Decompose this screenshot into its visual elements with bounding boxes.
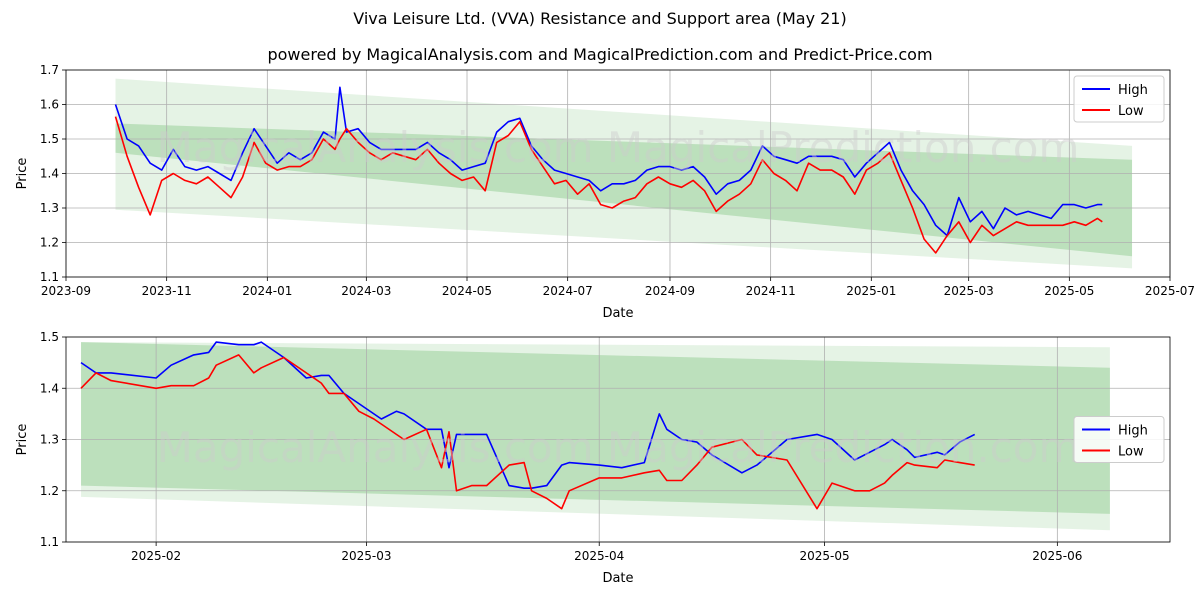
y-tick-label: 1.5	[40, 132, 59, 146]
x-tick-label: 2024-05	[442, 284, 492, 298]
series-high-line	[114, 86, 1103, 237]
legend-label-low: Low	[1118, 104, 1144, 119]
y-tick-label: 1.2	[40, 236, 59, 250]
chart-subtitle: powered by MagicalAnalysis.com and Magic…	[267, 45, 933, 64]
y-tick-label: 1.7	[40, 63, 59, 77]
band-1	[81, 342, 1110, 531]
watermark: MagicalAnalysis.com MagicalPrediction.co…	[157, 123, 1080, 172]
x-tick-label: 2025-07	[1145, 284, 1195, 298]
plot-frame	[65, 69, 1171, 278]
legend: High Low	[1073, 75, 1165, 123]
x-axis-label: Date	[602, 571, 633, 586]
x-tick-label: 2024-07	[543, 284, 593, 298]
x-tick-label: 2024-09	[645, 284, 695, 298]
x-tick-label: 2025-02	[131, 549, 181, 563]
y-tick-label: 1.5	[40, 330, 59, 344]
x-tick-label: 2025-05	[1044, 284, 1094, 298]
band-2	[115, 123, 1133, 257]
y-axis-label: Price	[15, 424, 30, 456]
legend-label-high: High	[1118, 424, 1148, 439]
x-tick-label: 2025-05	[799, 549, 849, 563]
x-tick-label: 2025-06	[1032, 549, 1082, 563]
x-tick-label: 2025-03	[944, 284, 994, 298]
y-tick-label: 1.3	[40, 433, 59, 447]
y-tick-label: 1.2	[40, 484, 59, 498]
x-tick-label: 2024-01	[242, 284, 292, 298]
legend-label-low: Low	[1118, 445, 1144, 460]
series-low-line	[114, 116, 1103, 254]
y-tick-label: 1.4	[40, 167, 59, 181]
watermark: MagicalAnalysis.com MagicalPrediction.co…	[157, 423, 1080, 472]
x-tick-label: 2025-03	[341, 549, 391, 563]
band-2	[81, 342, 1110, 514]
x-tick-label: 2024-11	[746, 284, 796, 298]
x-axis-label: Date	[602, 306, 633, 321]
x-tick-label: 2023-09	[41, 284, 91, 298]
y-tick-label: 1.1	[40, 270, 59, 284]
x-tick-label: 2023-11	[142, 284, 192, 298]
chart-2: 2025-02 2025-03 2025-04 2025-05 2025-06 1.1 1.…	[15, 330, 1171, 586]
series-low-line	[80, 354, 975, 510]
y-tick-label: 1.3	[40, 201, 59, 215]
series-high-line	[80, 341, 976, 490]
x-tick-label: 2024-03	[341, 284, 391, 298]
y-tick-label: 1.6	[40, 98, 59, 112]
y-tick-label: 1.4	[40, 381, 59, 395]
y-axis-label: Price	[15, 158, 30, 190]
chart-1: 2023-09 2023-11 2024-01 2024-03 2024-05 2024-…	[15, 63, 1195, 321]
legend: High Low	[1073, 416, 1165, 463]
plot-frame	[65, 336, 1171, 543]
legend-label-high: High	[1118, 83, 1148, 98]
y-tick-label: 1.1	[40, 535, 59, 549]
chart-title: Viva Leisure Ltd. (VVA) Resistance and S…	[353, 9, 847, 28]
x-tick-label: 2025-01	[846, 284, 896, 298]
x-tick-label: 2025-04	[574, 549, 624, 563]
